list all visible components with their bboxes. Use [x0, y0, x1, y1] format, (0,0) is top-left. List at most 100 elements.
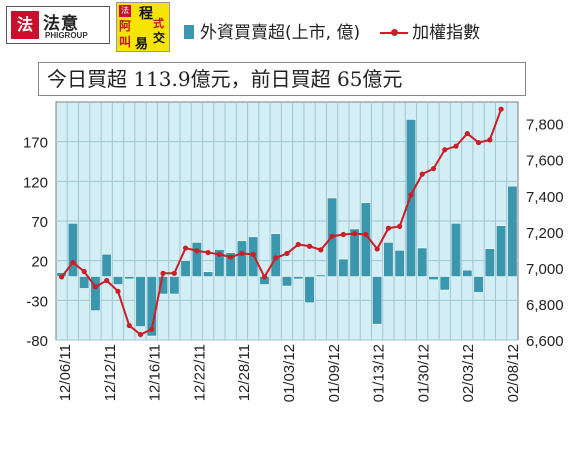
index-point	[340, 231, 346, 238]
bar	[349, 228, 360, 277]
logo-char-2: 式	[153, 17, 164, 30]
bar	[236, 240, 247, 277]
left-tick-label: -80	[26, 333, 48, 350]
bar	[315, 274, 326, 277]
index-point	[182, 245, 189, 251]
bar	[338, 258, 349, 277]
left-tick-label: 170	[23, 135, 48, 152]
index-point	[171, 270, 177, 276]
bar	[101, 254, 112, 277]
x-tick-label: 01/09/12	[326, 344, 343, 402]
x-tick-label: 12/06/11	[57, 344, 74, 401]
index-point	[70, 259, 76, 266]
index-point	[498, 106, 504, 112]
bar	[225, 252, 236, 277]
x-tick-label: 12/28/11	[236, 344, 253, 401]
index-point	[318, 247, 324, 253]
bar	[507, 185, 518, 277]
phigroup-logo-sub: PHIGROUP	[45, 31, 88, 40]
index-point	[228, 254, 234, 260]
bar	[405, 119, 416, 277]
right-tick-label: 7,600	[526, 153, 564, 170]
index-point	[453, 143, 459, 149]
right-tick-label: 6,600	[526, 333, 564, 350]
index-point	[284, 250, 290, 257]
index-point	[487, 137, 493, 143]
bar	[484, 248, 495, 277]
bar	[417, 247, 428, 277]
line-legend-swatch	[380, 25, 409, 39]
bar	[191, 242, 202, 277]
program-trading-logo: 法 程 式 阿 交 叫 易	[116, 2, 170, 52]
left-tick-label: 20	[31, 254, 48, 271]
index-point	[464, 130, 470, 137]
x-tick-label: 12/22/11	[191, 344, 208, 401]
index-point	[92, 284, 99, 290]
index-point	[419, 171, 425, 177]
bar-legend-label: 外資買賣超(上市, 億)	[200, 23, 361, 43]
index-point	[104, 277, 110, 284]
x-tick-label: 12/16/11	[147, 344, 164, 401]
bar	[112, 276, 123, 285]
phigroup-logo-name: 法意	[43, 14, 79, 34]
x-tick-label: 02/03/12	[460, 344, 477, 402]
index-point	[194, 248, 200, 254]
left-tick-label: -30	[26, 293, 48, 310]
x-tick-label: 01/30/12	[415, 344, 432, 402]
index-point	[59, 274, 65, 280]
bar	[439, 276, 450, 291]
bar	[124, 276, 135, 280]
logo-char-6: 易	[135, 37, 149, 52]
index-point	[216, 251, 222, 257]
phigroup-logo-mark: 法	[11, 11, 39, 39]
bar	[135, 276, 146, 327]
bar	[304, 276, 315, 303]
bar	[293, 276, 304, 280]
index-point	[126, 322, 132, 329]
index-point	[160, 270, 166, 276]
index-point	[250, 251, 256, 257]
logo-char-1: 程	[139, 6, 153, 22]
bar	[169, 276, 180, 295]
summary-banner: 今日買超 113.9億元，前日買超 65億元	[38, 62, 526, 96]
index-point	[115, 288, 121, 294]
logo-char-5: 叫	[119, 35, 132, 49]
bar	[180, 260, 191, 277]
bar	[90, 276, 101, 311]
bar	[282, 276, 292, 287]
left-tick-label: 70	[31, 214, 48, 231]
x-tick-label: 01/03/12	[281, 344, 298, 402]
line-legend-label: 加權指數	[412, 23, 481, 43]
bar	[203, 271, 214, 277]
right-tick-label: 7,800	[526, 117, 564, 134]
right-tick-label: 6,800	[526, 297, 564, 314]
index-point	[442, 147, 448, 153]
right-tick-label: 7,200	[526, 225, 564, 242]
index-point	[430, 166, 437, 172]
bar	[372, 276, 383, 325]
bar	[462, 269, 473, 277]
index-point	[81, 268, 87, 275]
right-tick-label: 7,000	[526, 261, 564, 278]
index-point	[352, 231, 358, 237]
index-point	[295, 241, 301, 248]
index-point	[273, 255, 279, 261]
bar	[79, 276, 90, 289]
bar-legend-swatch	[184, 25, 194, 39]
index-point	[385, 225, 392, 231]
index-point	[261, 274, 268, 280]
index-point	[137, 331, 144, 338]
phigroup-logo: 法 法意 PHIGROUP	[6, 6, 110, 44]
left-tick-label: 120	[23, 174, 48, 191]
x-tick-label: 02/08/12	[505, 344, 522, 402]
bar	[383, 242, 394, 277]
index-point	[329, 233, 335, 239]
right-tick-label: 7,400	[526, 189, 564, 206]
index-point	[239, 250, 245, 257]
bar	[214, 249, 225, 277]
bar	[394, 250, 405, 277]
bar	[473, 276, 484, 293]
chart-legend: 外資買賣超(上市, 億) 加權指數	[184, 18, 480, 43]
index-point	[363, 231, 369, 238]
